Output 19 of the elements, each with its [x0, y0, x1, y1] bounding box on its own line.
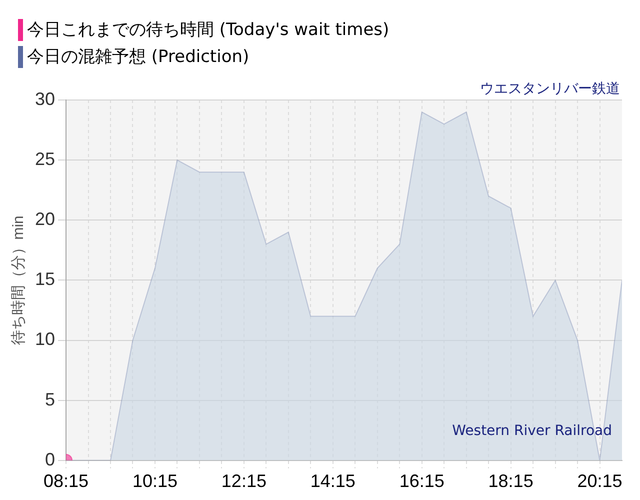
y-tick-label: 0: [45, 449, 56, 470]
y-tick-label: 20: [34, 209, 56, 230]
x-tick-label: 08:15: [44, 471, 89, 492]
x-tick-label: 10:15: [132, 471, 178, 492]
y-axis-title: 待ち時間（分）min: [10, 216, 28, 345]
y-tick-label: 25: [34, 149, 56, 170]
annotation: Western River Railroad: [452, 423, 612, 440]
x-tick-label: 18:15: [488, 471, 534, 492]
x-tick-label: 20:15: [577, 471, 622, 492]
legend-label: 今日これまでの待ち時間 (Today's wait times): [27, 19, 390, 41]
y-tick-label: 15: [34, 269, 56, 290]
x-tick-label: 14:15: [310, 471, 356, 492]
x-tick-label: 12:15: [221, 471, 266, 492]
y-tick-label: 10: [34, 329, 56, 350]
text: ウエスタンリバー鉄道: [480, 80, 620, 98]
legend-label: 今日の混雑予想 (Prediction): [27, 46, 250, 68]
x-tick-label: 16:15: [399, 471, 444, 492]
y-tick-label: 5: [45, 389, 56, 410]
y-tick-label: 30: [34, 88, 56, 109]
